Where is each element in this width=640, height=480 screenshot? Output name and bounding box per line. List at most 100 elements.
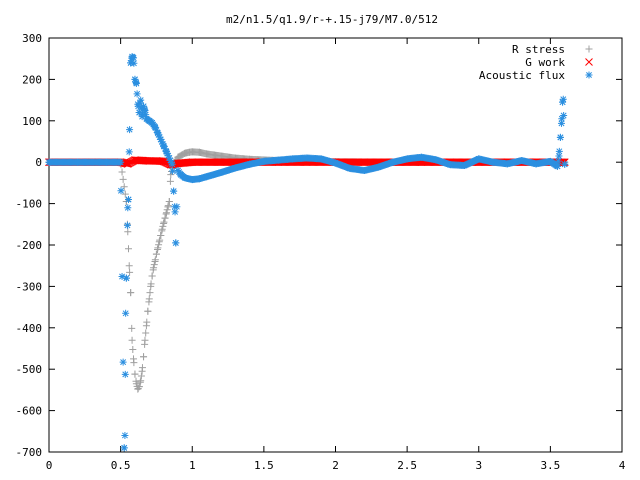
data-point	[188, 158, 197, 167]
y-tick-label: 200	[22, 73, 42, 86]
y-tick-label: -600	[16, 405, 43, 418]
data-point	[165, 198, 173, 206]
x-tick-label: 0.5	[111, 459, 131, 472]
data-point	[303, 154, 311, 162]
x-tick-label: 2.5	[397, 459, 417, 472]
data-point	[125, 148, 133, 156]
data-point	[142, 115, 150, 123]
data-point	[460, 162, 468, 170]
data-point	[374, 163, 382, 171]
data-point	[119, 175, 127, 183]
y-tick-label: -700	[16, 446, 43, 459]
data-point	[161, 214, 169, 222]
data-point	[162, 209, 170, 217]
data-point	[178, 151, 186, 159]
data-point	[144, 307, 152, 315]
data-point	[159, 140, 167, 148]
data-point	[274, 156, 282, 164]
data-point	[148, 272, 156, 280]
data-point	[122, 309, 130, 317]
data-point	[159, 157, 168, 166]
data-point	[173, 203, 181, 211]
data-point	[137, 377, 145, 385]
data-point	[118, 272, 126, 280]
x-tick-label: 3.5	[540, 459, 560, 472]
data-marks	[45, 53, 569, 452]
data-point	[332, 159, 339, 167]
data-point	[172, 239, 180, 247]
data-point	[168, 160, 176, 168]
data-point	[127, 59, 135, 67]
data-point	[142, 329, 150, 337]
data-point	[489, 158, 497, 166]
data-point	[475, 155, 483, 163]
data-point	[360, 158, 369, 167]
data-point	[157, 135, 165, 143]
data-point	[518, 157, 526, 165]
data-point	[555, 147, 563, 155]
data-point	[554, 157, 562, 165]
data-point	[126, 126, 134, 134]
data-point	[560, 112, 568, 120]
data-point	[170, 187, 178, 195]
data-point	[154, 129, 162, 137]
data-point	[160, 219, 168, 227]
data-point	[164, 152, 172, 160]
series-acoustic-flux	[45, 53, 569, 452]
data-point	[118, 168, 126, 176]
data-point	[217, 169, 225, 177]
data-point	[166, 177, 174, 185]
data-point	[131, 75, 139, 83]
data-point	[559, 95, 567, 103]
data-point	[152, 250, 160, 258]
data-point	[159, 222, 167, 230]
chart-title: m2/n1.5/q1.9/r-+.15-j79/M7.0/512	[226, 13, 438, 26]
data-point	[246, 160, 254, 168]
data-point	[177, 171, 185, 179]
data-point	[181, 149, 189, 157]
data-point	[123, 160, 132, 168]
axis-ticks: 0 0.5 1 1.5 2 2.5 3 3.5 4 300 200 100 0 -100 -200 -300 -…	[16, 32, 626, 472]
data-point	[147, 282, 155, 290]
data-point	[122, 274, 130, 282]
data-point	[117, 187, 125, 195]
data-point	[131, 370, 139, 378]
data-point	[195, 148, 203, 156]
data-point	[145, 295, 153, 303]
data-point	[360, 166, 368, 174]
data-point	[74, 158, 82, 166]
data-point	[163, 149, 171, 157]
legend-marker	[585, 58, 593, 66]
data-point	[157, 231, 165, 239]
data-point	[181, 174, 189, 182]
data-point	[161, 145, 169, 153]
data-point	[188, 176, 196, 184]
data-point	[117, 158, 125, 166]
x-tick-label: 0	[46, 459, 53, 472]
data-point	[556, 133, 564, 141]
legend-label: Acoustic flux	[479, 69, 565, 82]
data-point	[148, 119, 156, 127]
data-point	[554, 162, 562, 170]
data-point	[140, 102, 148, 110]
data-point	[133, 90, 141, 98]
data-point	[134, 100, 142, 108]
data-point	[124, 228, 132, 236]
data-point	[145, 157, 154, 165]
data-point	[151, 123, 159, 131]
y-tick-label: 100	[22, 115, 42, 128]
data-point	[120, 183, 128, 191]
data-point	[125, 195, 133, 203]
data-point	[120, 444, 128, 452]
data-point	[142, 111, 150, 119]
data-point	[150, 264, 158, 272]
legend-label: G work	[525, 56, 565, 69]
y-tick-label: -500	[16, 363, 43, 376]
legend-label: R stress	[512, 43, 565, 56]
data-point	[128, 336, 136, 344]
data-point	[166, 156, 174, 164]
data-point	[162, 148, 170, 156]
data-point	[155, 238, 163, 246]
data-point	[346, 164, 354, 172]
